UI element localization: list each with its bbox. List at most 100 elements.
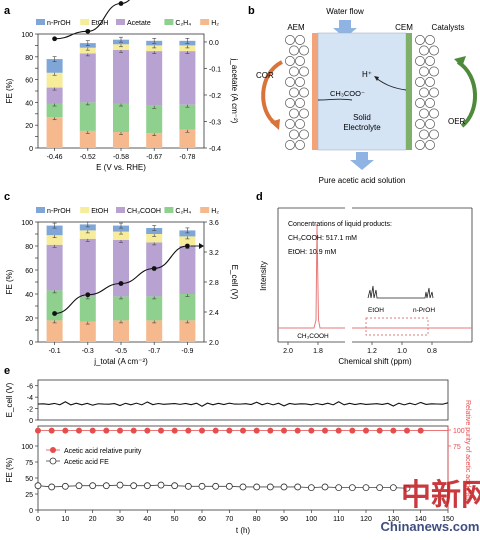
catalyst-particle: [295, 119, 305, 129]
y2-tick-label: 2.0: [209, 340, 219, 347]
fe-tick-label: 25: [25, 492, 33, 499]
y2-axis-label: E_cell (V): [230, 265, 239, 300]
catalyst-particle: [285, 56, 295, 66]
panel-label-c: c: [4, 191, 10, 203]
y-tick-label: 60: [25, 78, 33, 85]
catalysts-label: Catalysts: [432, 23, 465, 32]
proton-path: [375, 77, 407, 91]
pointer-arrowhead: [199, 243, 204, 249]
etoh-peak-label: EtOH: [368, 307, 384, 314]
line-point: [85, 28, 91, 34]
x-tick-label: -0.78: [179, 154, 195, 161]
x-tick-label: 60: [198, 516, 206, 523]
x-tick-label: -0.67: [146, 154, 162, 161]
catalyst-particle: [425, 56, 435, 66]
fe-point: [280, 483, 288, 491]
line-point: [151, 266, 157, 271]
fe-point: [89, 482, 97, 490]
fe-point: [294, 483, 302, 491]
purity-axis-label: Relative purity of acetic acid (%): [464, 400, 471, 500]
y-tick-label: 20: [25, 123, 33, 130]
watermark: 中新网 Chinanews.com: [381, 478, 480, 534]
bar-segment: [113, 103, 129, 133]
bar-segment: [79, 296, 96, 322]
ecell-tick-label: -4: [27, 395, 33, 402]
bar-segment: [179, 320, 196, 342]
bar-segment: [113, 44, 129, 50]
panel-label-b: b: [248, 5, 255, 17]
output-label: Pure acetic acid solution: [319, 176, 406, 185]
x-tick-label: 100: [305, 516, 317, 523]
bar-segment: [79, 230, 96, 239]
x-tick-label: -0.58: [113, 154, 129, 161]
x-tick-label: 1.0: [397, 348, 407, 355]
y-tick-label: 0: [29, 340, 33, 347]
bar-segment: [146, 228, 163, 234]
y-tick-label: 100: [21, 32, 33, 39]
catalyst-particle: [299, 108, 309, 119]
catalyst-particle: [415, 77, 425, 87]
bar-segment: [113, 231, 129, 240]
legend-marker: [49, 457, 57, 465]
oer-label: OER: [448, 117, 466, 126]
y-axis-label: FE (%): [5, 78, 14, 103]
x-tick-label: 70: [225, 516, 233, 523]
bar-segment: [46, 117, 63, 148]
purity-point: [117, 427, 123, 434]
purity-point: [158, 427, 164, 434]
catalyst-particle: [429, 108, 439, 119]
panel-c: c 0 20 40 60 80 100 FE (%) 2.0 2.4 2.8 3.2 3.6 E_cel…: [4, 191, 239, 366]
y-tick-label: 100: [21, 220, 33, 227]
x-tick-label: 80: [253, 516, 261, 523]
fe-tick-label: 50: [25, 476, 33, 483]
catalyst-particle: [425, 98, 435, 108]
purity-point: [376, 427, 383, 434]
panel-label-e: e: [4, 365, 10, 377]
nmr-spectrum-left: [278, 224, 345, 329]
proton-arrowhead: [374, 76, 379, 81]
cor-label: COR: [256, 71, 274, 80]
bar-segment: [146, 51, 163, 106]
purity-point: [144, 427, 151, 434]
panel-label-d: d: [256, 191, 263, 203]
x-tick-label: 30: [116, 516, 124, 523]
bar-segment: [46, 72, 63, 88]
bar-segment: [179, 230, 196, 237]
purity-point: [103, 427, 110, 434]
bar-segment: [46, 59, 63, 73]
ecell-trace: [37, 401, 449, 407]
catalyst-particle: [415, 140, 425, 150]
fe-tick-label: 100: [21, 444, 33, 451]
bar-segment: [179, 104, 196, 130]
catalyst-particle: [295, 56, 305, 66]
y-tick-label: 80: [25, 55, 33, 62]
x-axis-label: Chemical shift (ppm): [338, 357, 412, 366]
purity-point: [404, 427, 410, 434]
purity-point: [322, 427, 328, 434]
legend-swatch: [200, 19, 210, 25]
bar-segment: [146, 45, 163, 52]
bar-segment: [179, 236, 196, 246]
catalyst-particle: [289, 129, 299, 140]
catalyst-particle: [299, 87, 309, 98]
fe-point: [102, 482, 110, 490]
catalyst-particle: [429, 129, 439, 140]
bar-segment: [79, 53, 96, 103]
legend-label: EtOH: [91, 20, 108, 27]
y2-tick-label: 0.0: [209, 40, 219, 47]
line-point: [118, 281, 124, 286]
bar-segment: [46, 87, 63, 104]
catalyst-particle: [429, 66, 439, 77]
water-flow-arrow-top: [333, 20, 357, 38]
bar-segment: [179, 129, 196, 148]
purity-point: [294, 427, 301, 434]
bar-segment: [46, 103, 63, 118]
watermark-en: Chinanews.com: [381, 519, 480, 534]
legend-swatch: [200, 207, 210, 213]
purity-point: [212, 427, 219, 434]
catalyst-particle: [299, 45, 309, 56]
legend-swatch: [116, 19, 125, 25]
ecell-tick-label: -6: [27, 384, 33, 391]
purity-point: [130, 427, 137, 434]
